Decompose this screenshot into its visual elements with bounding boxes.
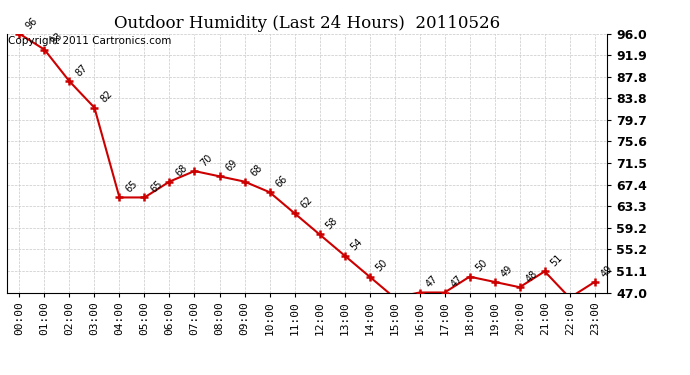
Text: 69: 69 xyxy=(224,158,239,174)
Text: 87: 87 xyxy=(74,63,90,78)
Text: 58: 58 xyxy=(324,216,339,232)
Text: 93: 93 xyxy=(48,31,64,47)
Text: 49: 49 xyxy=(499,263,515,279)
Text: 50: 50 xyxy=(474,258,490,274)
Text: 54: 54 xyxy=(348,237,364,253)
Text: 62: 62 xyxy=(299,195,315,210)
Text: 48: 48 xyxy=(524,269,540,285)
Text: 51: 51 xyxy=(549,253,564,268)
Text: 68: 68 xyxy=(248,163,264,179)
Text: 70: 70 xyxy=(199,153,215,168)
Text: 50: 50 xyxy=(374,258,390,274)
Text: 46: 46 xyxy=(0,374,1,375)
Text: 82: 82 xyxy=(99,89,115,105)
Text: 66: 66 xyxy=(274,174,289,189)
Text: 47: 47 xyxy=(448,274,464,290)
Text: 68: 68 xyxy=(174,163,189,179)
Text: 65: 65 xyxy=(124,179,139,195)
Text: 46: 46 xyxy=(0,374,1,375)
Text: Copyright 2011 Cartronics.com: Copyright 2011 Cartronics.com xyxy=(8,36,172,46)
Text: 96: 96 xyxy=(23,15,39,31)
Text: 49: 49 xyxy=(599,263,615,279)
Text: 65: 65 xyxy=(148,179,164,195)
Title: Outdoor Humidity (Last 24 Hours)  20110526: Outdoor Humidity (Last 24 Hours) 2011052… xyxy=(114,15,500,32)
Text: 47: 47 xyxy=(424,274,440,290)
